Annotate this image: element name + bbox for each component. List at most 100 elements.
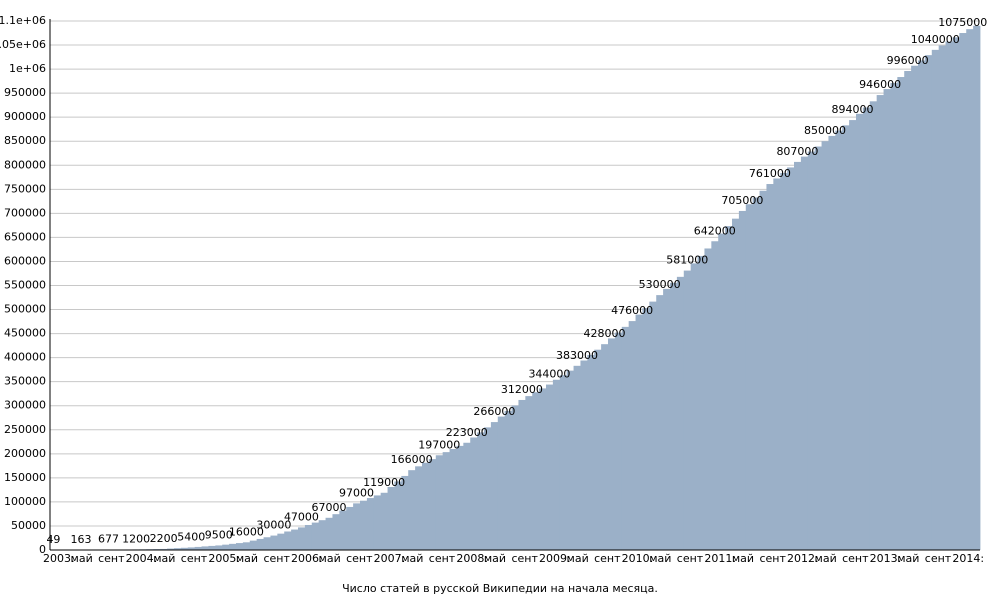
bar (456, 445, 464, 550)
bar (766, 184, 774, 550)
value-label: 344000 (528, 368, 570, 381)
bar (167, 548, 175, 550)
value-label: 1040000 (911, 33, 960, 46)
x-tick-label: май (319, 552, 341, 565)
x-tick-label: сент (429, 552, 456, 565)
bar (401, 475, 409, 550)
x-tick-label: 2013: (870, 552, 902, 565)
bar (752, 197, 760, 550)
x-tick-label: 2007: (374, 552, 406, 565)
bar (628, 321, 636, 550)
bar (745, 204, 754, 550)
bar (690, 263, 698, 550)
y-tick-label: 300000 (4, 399, 46, 412)
x-tick-label: май (732, 552, 754, 565)
value-label: 530000 (639, 278, 681, 291)
y-tick-label: 800000 (4, 158, 46, 171)
bar (394, 481, 402, 550)
bar (945, 41, 953, 551)
y-tick-label: 1.05e+06 (0, 38, 46, 51)
y-tick-label: 950000 (4, 86, 46, 99)
bar (360, 500, 368, 550)
value-label: 5400 (177, 530, 205, 543)
bar (663, 288, 671, 550)
y-tick-label: 350000 (4, 375, 46, 388)
value-label: 223000 (446, 426, 488, 439)
bar (415, 466, 423, 550)
bar (332, 514, 340, 550)
bar (504, 411, 512, 550)
y-tick-label: 550000 (4, 279, 46, 292)
bar (614, 332, 623, 550)
bar (442, 452, 450, 550)
bar (215, 545, 223, 550)
value-label: 428000 (584, 327, 626, 340)
bar (284, 531, 292, 550)
y-tick-label: 500000 (4, 303, 46, 316)
bar (229, 543, 237, 550)
value-label: 163 (71, 533, 92, 546)
bar (642, 308, 650, 550)
bar (318, 520, 326, 550)
y-tick-label: 0 (39, 543, 46, 556)
x-tick-label: 2014: (952, 552, 984, 565)
bar (222, 544, 230, 550)
bar (552, 379, 561, 550)
bar (635, 314, 643, 550)
bar (304, 524, 313, 550)
bar (897, 77, 905, 550)
bar (477, 432, 485, 550)
x-tick-label: 2004: (126, 552, 158, 565)
x-tick-label: май (71, 552, 93, 565)
bar (208, 545, 216, 550)
value-label: 761000 (749, 167, 791, 180)
bar (601, 344, 609, 550)
bar (807, 151, 816, 550)
value-label: 946000 (859, 78, 901, 91)
y-tick-label: 200000 (4, 447, 46, 460)
value-label: 49 (46, 533, 60, 546)
bar (353, 503, 361, 550)
y-tick-label: 150000 (4, 471, 46, 484)
bar (497, 416, 506, 550)
x-tick-label: сент (677, 552, 704, 565)
value-label: 894000 (832, 103, 874, 116)
y-tick-label: 1e+06 (9, 62, 46, 75)
y-tick-label: 600000 (4, 254, 46, 267)
x-tick-label: 2011: (704, 552, 736, 565)
bar (911, 65, 919, 550)
bar (608, 338, 616, 550)
bar (869, 101, 878, 550)
bar (160, 548, 168, 550)
y-tick-label: 250000 (4, 423, 46, 436)
bar (924, 55, 933, 551)
value-label: 97000 (339, 486, 374, 499)
y-tick-label: 50000 (11, 519, 46, 532)
bar (201, 546, 209, 550)
bar (704, 248, 712, 550)
bar (325, 517, 333, 550)
value-label: 2200 (150, 532, 178, 545)
x-tick-label: сент (511, 552, 538, 565)
bar (525, 396, 533, 550)
y-tick-label: 650000 (4, 230, 46, 243)
bar (277, 533, 285, 550)
bar (966, 29, 974, 550)
y-tick-label: 400000 (4, 351, 46, 364)
bar (959, 33, 967, 551)
bar (366, 498, 375, 550)
value-label: 67000 (312, 501, 347, 514)
bar (814, 146, 822, 550)
x-tick-label: май (897, 552, 919, 565)
bar (380, 492, 388, 550)
x-tick-label: сент (98, 552, 125, 565)
x-tick-label: сент (842, 552, 869, 565)
bar (656, 295, 664, 550)
value-label: 266000 (473, 405, 515, 418)
bar (449, 449, 457, 550)
y-tick-label: 1.1e+06 (0, 14, 46, 27)
bar (697, 255, 705, 551)
x-tick-label: май (649, 552, 671, 565)
x-tick-label: 2009: (539, 552, 571, 565)
